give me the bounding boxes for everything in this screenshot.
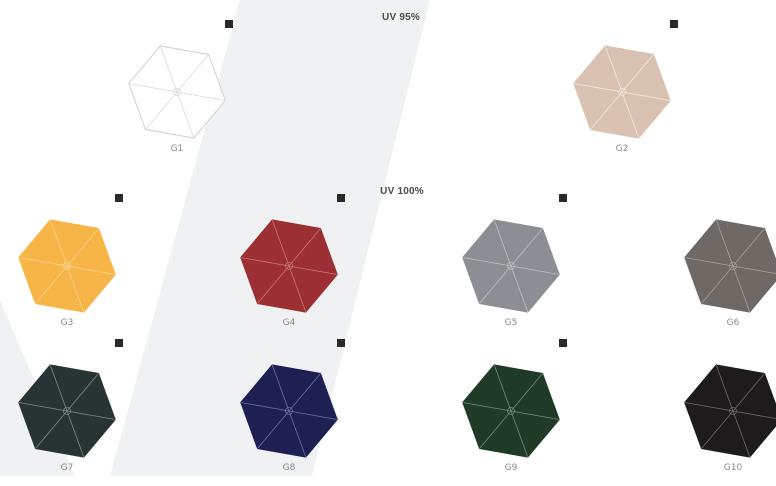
swatch-code-label: G9 [504, 463, 518, 473]
swatch-g1[interactable]: G1 [117, 20, 237, 167]
swatch-g6[interactable]: G6 [673, 211, 776, 341]
color-marker-icon [337, 339, 345, 347]
color-marker-icon [225, 20, 233, 28]
swatch-code-label: G1 [170, 144, 184, 154]
umbrella-canopy-icon [573, 45, 671, 139]
swatch-code-label: G4 [282, 318, 296, 328]
umbrella-canopy-icon [462, 364, 560, 458]
swatch-code-label: G6 [726, 318, 740, 328]
umbrella-canopy-icon [684, 219, 776, 313]
color-marker-icon [337, 194, 345, 202]
swatch-code-label: G3 [60, 318, 74, 328]
swatch-g4[interactable]: G4 [229, 194, 349, 341]
section-label-uv95: UV 95% [382, 12, 420, 23]
umbrella-canopy-icon [240, 364, 338, 458]
swatch-g10[interactable]: G10 [673, 356, 776, 486]
color-marker-icon [559, 339, 567, 347]
swatch-g7[interactable]: G7 [7, 339, 127, 486]
swatch-g2[interactable]: G2 [562, 20, 682, 167]
swatch-g9[interactable]: G9 [451, 339, 571, 486]
section-label-uv100: UV 100% [380, 186, 424, 197]
umbrella-canopy-icon [18, 364, 116, 458]
swatch-code-label: G5 [504, 318, 518, 328]
swatch-code-label: G10 [723, 463, 743, 473]
umbrella-canopy-icon [128, 45, 226, 139]
color-marker-icon [115, 194, 123, 202]
swatch-g5[interactable]: G5 [451, 194, 571, 341]
swatch-g3[interactable]: G3 [7, 194, 127, 341]
color-marker-icon [559, 194, 567, 202]
umbrella-canopy-icon [240, 219, 338, 313]
umbrella-canopy-icon [684, 364, 776, 458]
swatch-g8[interactable]: G8 [229, 339, 349, 486]
swatch-code-label: G8 [282, 463, 296, 473]
swatch-code-label: G7 [60, 463, 74, 473]
swatch-code-label: G2 [615, 144, 629, 154]
umbrella-canopy-icon [462, 219, 560, 313]
color-marker-icon [670, 20, 678, 28]
color-marker-icon [115, 339, 123, 347]
umbrella-canopy-icon [18, 219, 116, 313]
